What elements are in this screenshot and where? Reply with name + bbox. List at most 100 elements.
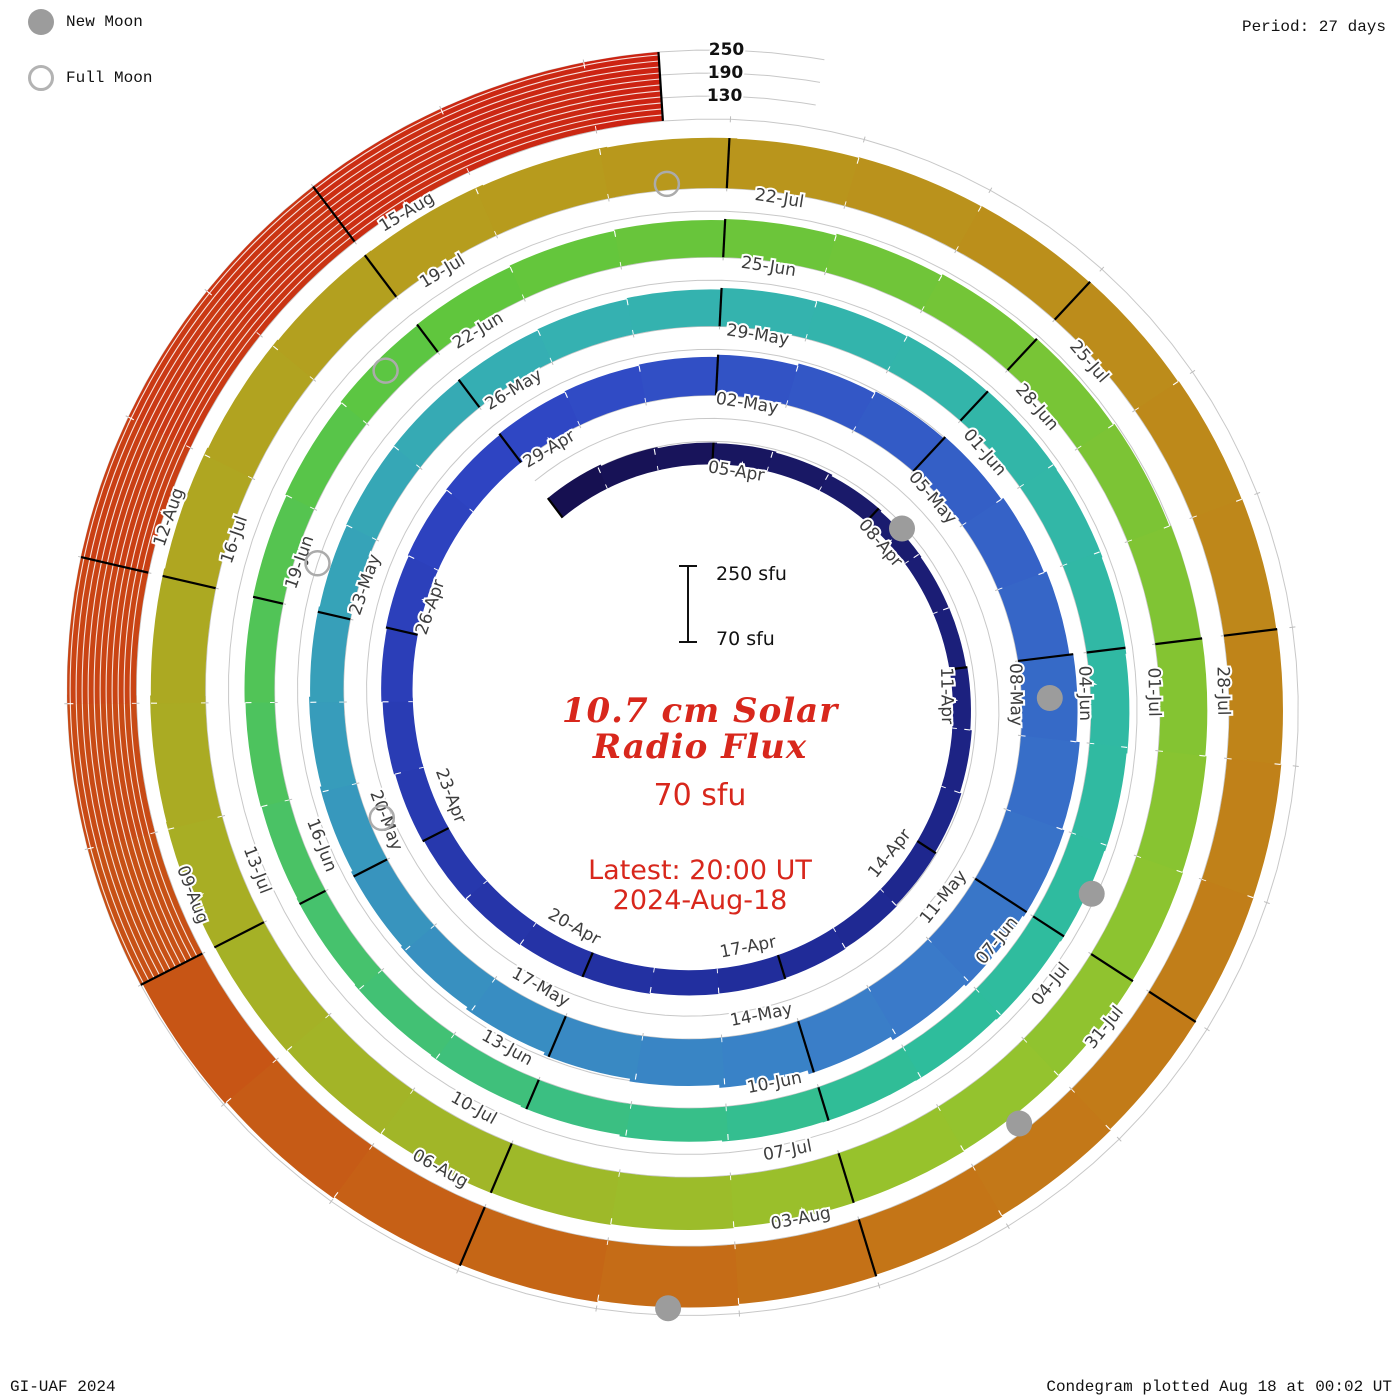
- date-label: 08-May: [1005, 663, 1026, 726]
- flux-bar: [619, 1103, 729, 1142]
- axis-tick-labels: 250 190 130: [705, 38, 747, 108]
- flux-bar: [712, 443, 777, 472]
- flux-bar: [806, 300, 913, 373]
- legend-new-moon: New Moon: [28, 8, 152, 36]
- flux-bar: [484, 1140, 620, 1225]
- flux-bar: [614, 219, 732, 267]
- legend-full-moon: Full Moon: [28, 64, 152, 92]
- flux-bar: [400, 922, 495, 1011]
- flux-bar: [646, 967, 719, 996]
- flux-bar: [1005, 735, 1080, 835]
- flux-bar: [259, 794, 326, 904]
- flux-bar: [282, 1010, 413, 1134]
- flux-bar: [1192, 499, 1278, 643]
- flux-bar: [716, 354, 803, 406]
- flux-bar: [309, 696, 357, 792]
- flux-bar: [382, 697, 424, 775]
- flux-bar: [319, 778, 388, 876]
- flux-bar: [932, 1039, 1059, 1155]
- flux-bar: [365, 184, 503, 297]
- flux-bar: [723, 219, 843, 274]
- flux-bar: [904, 554, 951, 617]
- flux-bar: [543, 1014, 643, 1080]
- flux-bar: [1134, 750, 1207, 880]
- flux-bar: [960, 391, 1057, 492]
- flux-bar: [393, 376, 484, 468]
- flux-bar: [793, 987, 896, 1075]
- credit-label: GI-UAF 2024: [10, 1378, 116, 1396]
- flux-bar: [163, 447, 256, 589]
- flux-bar: [864, 939, 969, 1041]
- flux-bar: [394, 763, 449, 842]
- flux-bar: [421, 824, 487, 899]
- date-label: 11-Apr: [936, 667, 957, 724]
- flux-bar: [417, 264, 530, 353]
- flux-bar: [375, 1086, 512, 1193]
- new-moon-label: New Moon: [66, 13, 143, 31]
- flux-bar: [949, 667, 971, 734]
- new-moon-marker: [1036, 685, 1063, 711]
- flux-bar: [589, 1239, 739, 1308]
- flux-bar: [463, 878, 536, 945]
- flux-bar: [922, 274, 1041, 375]
- full-moon-label: Full Moon: [66, 69, 153, 87]
- flux-bar: [1030, 832, 1107, 942]
- flux-bar: [452, 1204, 608, 1303]
- flux-bar: [966, 1089, 1111, 1220]
- moon-legend: New Moon Full Moon: [28, 8, 152, 120]
- flux-bar: [67, 694, 155, 849]
- new-moon-marker: [889, 515, 915, 542]
- flux-bar: [638, 356, 723, 403]
- flux-bar: [128, 284, 266, 448]
- flux-bar: [327, 1141, 485, 1266]
- new-moon-marker: [1078, 880, 1105, 907]
- flux-bar: [318, 520, 379, 620]
- flux-bar: [940, 728, 972, 797]
- flux-bar: [853, 391, 948, 475]
- plotted-label: Condegram plotted Aug 18 at 00:02 UT: [1046, 1378, 1392, 1396]
- new-moon-marker: [655, 1295, 682, 1322]
- flux-bar: [723, 1153, 854, 1228]
- full-moon-marker: [368, 804, 396, 832]
- flux-bar: [138, 946, 277, 1104]
- flux-bar: [786, 363, 880, 433]
- flux-bar: [166, 809, 264, 948]
- flux-bar: [972, 809, 1065, 917]
- flux-bar: [603, 1171, 734, 1230]
- flux-bar: [1086, 647, 1130, 754]
- flux-bar: [956, 205, 1096, 325]
- flux-bar: [915, 786, 962, 856]
- date-label: 04-Jun: [1074, 666, 1095, 722]
- axis-tick-label: 130: [707, 86, 743, 106]
- flux-bar: [67, 548, 150, 704]
- flux-bar: [150, 695, 222, 830]
- flux-bar: [599, 137, 738, 199]
- new-moon-icon: [28, 9, 54, 35]
- flux-bar: [85, 825, 203, 985]
- flux-bar: [1155, 638, 1208, 764]
- flux-bar: [1127, 525, 1202, 651]
- flux-bar: [1223, 629, 1283, 773]
- flux-bar: [819, 474, 882, 524]
- flux-bar: [407, 486, 476, 571]
- flux-bar: [499, 390, 584, 463]
- flux-bar: [244, 590, 285, 703]
- flux-bar: [430, 1031, 539, 1109]
- flux-bars: [67, 52, 1283, 1308]
- flux-bar: [537, 298, 639, 362]
- flux-bar: [998, 571, 1071, 666]
- flux-bar: [851, 1166, 1003, 1278]
- flux-bar: [813, 1047, 921, 1123]
- flux-bar: [578, 951, 655, 994]
- day-dividers: [80, 51, 1278, 1277]
- flux-bar: [830, 889, 897, 951]
- flux-bar: [204, 339, 318, 479]
- flux-bar: [296, 885, 382, 990]
- flux-bar: [629, 1035, 725, 1087]
- flux-bar: [354, 966, 454, 1059]
- flux-bar: [654, 442, 718, 471]
- flux-bar: [913, 437, 1005, 529]
- flux-bar: [774, 928, 846, 980]
